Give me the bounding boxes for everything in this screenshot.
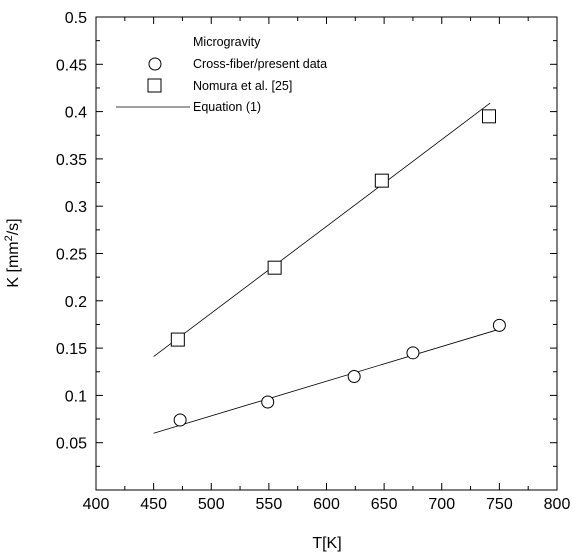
equation-1-fit-line <box>153 328 500 434</box>
cross-fiber-data-point <box>406 346 420 360</box>
fit-lines <box>153 102 500 434</box>
x-tick-label: 750 <box>486 496 513 513</box>
nomura-data-point <box>374 173 389 188</box>
x-axis-ticks: 400 450 500 550 600 650 700 750 800 <box>83 17 571 513</box>
legend-label-equation: Equation (1) <box>193 100 261 114</box>
cross-fiber-data-point <box>261 395 275 409</box>
x-tick-label: 700 <box>428 496 455 513</box>
x-axis-title: T[K] <box>312 535 341 552</box>
plot-area-frame <box>95 16 558 491</box>
x-tick-label: 600 <box>313 496 340 513</box>
x-tick-label: 400 <box>83 496 110 513</box>
y-tick-label: 0.15 <box>56 341 87 358</box>
nomura-data-point <box>170 332 185 347</box>
y-axis-title: K [mm2/s] <box>3 218 22 287</box>
cross-fiber-data-point <box>173 413 187 427</box>
legend-label-cross-fiber: Cross-fiber/present data <box>193 57 327 71</box>
x-tick-label: 800 <box>544 496 571 513</box>
nomura-data-point <box>267 260 282 275</box>
legend-circle-marker <box>148 57 162 71</box>
y-axis-title-superscript: 2 <box>3 235 15 241</box>
y-axis-title-tail: /s] <box>5 218 22 235</box>
nomura-data-point <box>482 109 497 124</box>
y-axis-title-main: K [mm <box>5 241 22 287</box>
y-tick-label: 0.3 <box>65 199 87 216</box>
legend-heading: Microgravity <box>193 35 261 49</box>
y-tick-label: 0.45 <box>56 57 87 74</box>
data-points <box>170 109 506 427</box>
y-tick-label: 0.1 <box>65 388 87 405</box>
x-tick-label: 500 <box>198 496 225 513</box>
equation-1-fit-line <box>153 102 491 357</box>
y-tick-label: 0.35 <box>56 152 87 169</box>
legend-label-nomura: Nomura et al. [25] <box>193 79 292 93</box>
x-tick-label: 650 <box>371 496 398 513</box>
cross-fiber-data-point <box>347 369 361 383</box>
x-tick-label: 550 <box>256 496 283 513</box>
y-tick-label: 0.25 <box>56 247 87 264</box>
x-tick-label: 450 <box>140 496 167 513</box>
y-tick-label: 0.5 <box>65 10 87 27</box>
y-tick-label: 0.2 <box>65 294 87 311</box>
legend-square-marker <box>147 78 162 93</box>
legend: Microgravity Cross-fiber/present data No… <box>116 35 327 114</box>
y-tick-label: 0.05 <box>56 436 87 453</box>
y-axis-ticks: 0.05 0.1 0.15 0.2 0.25 0.3 0.35 0.4 0.45 0.5 <box>56 10 557 467</box>
y-tick-label: 0.4 <box>65 105 87 122</box>
cross-fiber-data-point <box>492 318 506 332</box>
